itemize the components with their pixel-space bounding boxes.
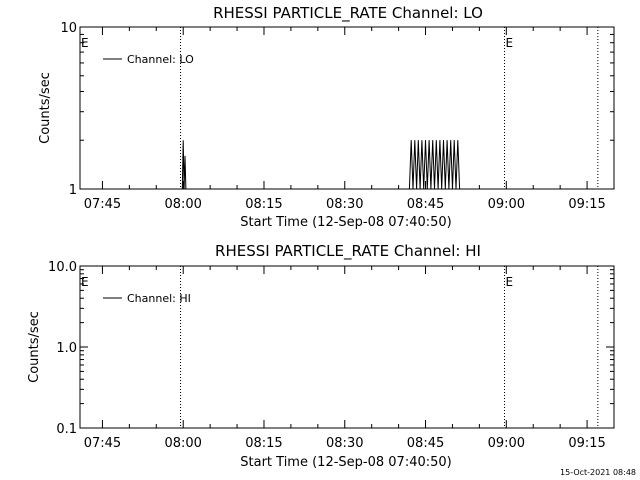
x-tick-label: 08:00 — [164, 436, 201, 451]
x-tick-label: 09:15 — [568, 436, 605, 451]
chart-title: RHESSI PARTICLE_RATE Channel: LO — [213, 4, 483, 23]
x-tick-label: 09:00 — [488, 197, 525, 212]
y-tick-label: 1.0 — [56, 341, 77, 356]
chart-panel-hi: RHESSI PARTICLE_RATE Channel: HI Counts/… — [27, 242, 615, 470]
marker-label: E — [81, 36, 89, 50]
x-tick-label: 08:45 — [407, 436, 444, 451]
chart-panel-lo: RHESSI PARTICLE_RATE Channel: LO Counts/… — [38, 4, 615, 230]
y-axis-label: Counts/sec — [38, 72, 53, 144]
x-tick-label: 09:15 — [568, 197, 605, 212]
legend: Channel: HI — [103, 292, 191, 305]
x-tick-label: 08:30 — [326, 197, 363, 212]
y-axis-label: Counts/sec — [27, 311, 42, 383]
x-tick-label: 07:45 — [84, 197, 121, 212]
x-axis-label: Start Time (12-Sep-08 07:40:50) — [240, 455, 451, 470]
x-tick-label: 09:00 — [488, 436, 525, 451]
footer-timestamp: 15-Oct-2021 08:48 — [560, 468, 636, 477]
legend-label: Channel: HI — [127, 292, 191, 305]
y-tick-label: 1 — [69, 183, 77, 198]
x-axis-label: Start Time (12-Sep-08 07:40:50) — [240, 215, 451, 230]
series-line — [181, 140, 461, 190]
x-tick-label: 08:15 — [245, 436, 282, 451]
x-tick-label: 08:30 — [326, 436, 363, 451]
marker-label: E — [506, 36, 514, 50]
legend: Channel: LO — [103, 53, 194, 66]
x-tick-label: 08:00 — [164, 197, 201, 212]
x-tick-label: 08:45 — [407, 197, 444, 212]
marker-label: E — [506, 275, 514, 289]
legend-label: Channel: LO — [127, 53, 194, 66]
y-tick-label: 10.0 — [48, 260, 77, 275]
chart-title: RHESSI PARTICLE_RATE Channel: HI — [215, 242, 481, 261]
y-tick-label: 10 — [60, 21, 77, 36]
marker-label: E — [81, 275, 89, 289]
x-tick-label: 08:15 — [245, 197, 282, 212]
y-tick-label: 0.1 — [56, 422, 77, 437]
x-tick-label: 07:45 — [84, 436, 121, 451]
